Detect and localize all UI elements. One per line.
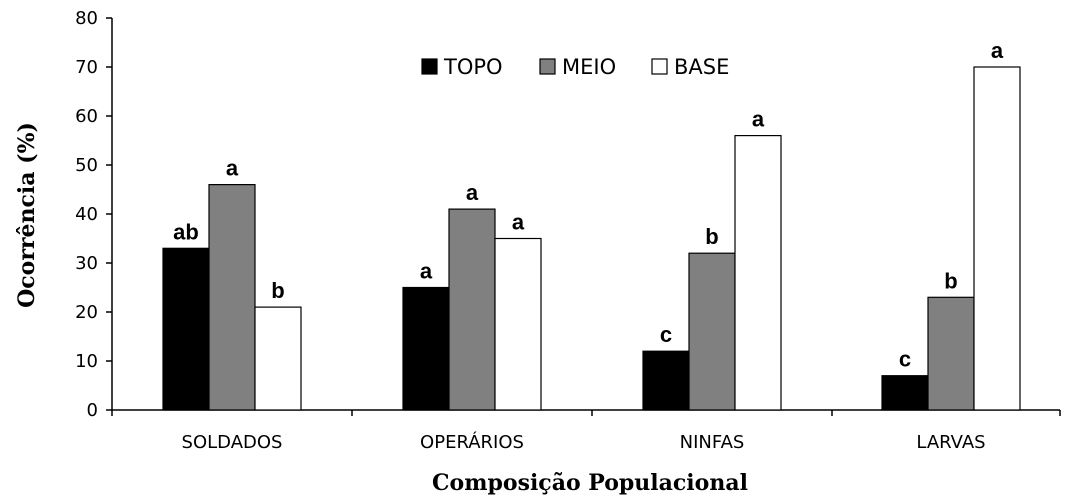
bar-meio-larvas <box>927 296 975 411</box>
x-axis-title: Composição Populacional <box>432 470 748 496</box>
legend-swatch-topo <box>421 58 438 75</box>
y-tick-label: 60 <box>75 106 98 127</box>
significance-letter: b <box>271 278 284 303</box>
y-tick-label: 50 <box>75 155 98 176</box>
y-tick-label: 20 <box>75 302 98 323</box>
bar-topo-operários <box>402 286 450 411</box>
legend: TOPO MEIO BASE <box>421 55 729 79</box>
legend-label-meio: MEIO <box>562 55 616 79</box>
y-tick-label: 0 <box>87 400 98 421</box>
significance-letter: a <box>466 180 479 205</box>
significance-letter: a <box>752 107 765 132</box>
significance-letter: c <box>660 322 672 347</box>
x-category-label: OPERÁRIOS <box>420 431 524 453</box>
bar-base-soldados <box>254 306 302 411</box>
y-tick-label: 70 <box>75 57 98 78</box>
x-category-label: SOLDADOS <box>182 432 283 453</box>
x-axis-category-labels: SOLDADOS OPERÁRIOS NINFAS LARVAS <box>111 410 1061 453</box>
legend-swatch-base <box>651 58 668 75</box>
significance-letter: b <box>705 224 718 249</box>
y-axis-title: Ocorrência (%) <box>14 122 40 308</box>
y-axis-ticks: 0 10 20 30 40 50 60 70 80 <box>75 8 112 421</box>
legend-label-topo: TOPO <box>443 55 503 79</box>
significance-letter: a <box>420 259 433 284</box>
significance-letter: ab <box>173 219 199 244</box>
y-tick-label: 80 <box>75 8 98 29</box>
x-category-label: LARVAS <box>916 432 985 453</box>
significance-letter: a <box>226 156 239 181</box>
bar-meio-soldados <box>208 184 256 411</box>
significance-letter: b <box>944 268 957 293</box>
bar-topo-soldados <box>162 247 210 411</box>
legend-label-base: BASE <box>674 55 729 79</box>
bar-base-ninfas <box>734 135 782 411</box>
x-category-label: NINFAS <box>680 432 745 453</box>
y-tick-label: 30 <box>75 253 98 274</box>
bar-meio-ninfas <box>688 252 736 411</box>
legend-swatch-meio <box>539 58 556 75</box>
significance-letter: a <box>512 210 525 235</box>
bar-topo-larvas <box>881 375 929 411</box>
bar-meio-operários <box>448 208 496 411</box>
y-tick-label: 40 <box>75 204 98 225</box>
significance-letter: c <box>899 347 911 372</box>
bar-base-operários <box>494 237 542 411</box>
bar-topo-ninfas <box>642 350 690 411</box>
bars <box>162 66 1021 411</box>
significance-letter: a <box>991 38 1004 63</box>
y-tick-label: 10 <box>75 351 98 372</box>
bar-base-larvas <box>973 66 1021 411</box>
